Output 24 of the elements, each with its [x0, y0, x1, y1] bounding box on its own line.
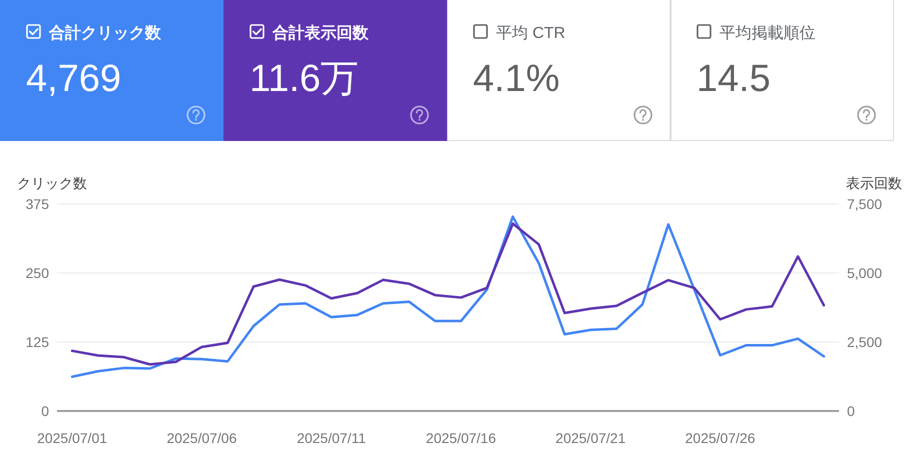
text: 4,769 — [26, 58, 122, 100]
y-tick-label: 0 — [41, 403, 50, 419]
category-label: 平均掲載順位 — [720, 24, 816, 42]
y2-tick-label: 5,000 — [847, 265, 882, 281]
category-label: 合計表示回数 — [272, 24, 370, 42]
y-tick-label: 125 — [26, 334, 50, 350]
y-tick-label: 375 — [26, 196, 50, 212]
x-tick-label: 2025/07/26 — [685, 430, 756, 446]
y2-tick-label: 2,500 — [847, 334, 882, 350]
y2-tick-label: 0 — [847, 403, 855, 419]
y2-tick-label: 7,500 — [847, 196, 882, 212]
category-label: 合計クリック数 — [48, 24, 162, 42]
text: 14.5 — [696, 58, 770, 100]
x-tick-label: 2025/07/11 — [296, 430, 366, 446]
text: 11.6万 — [250, 58, 359, 100]
category-label: 平均 CTR — [496, 25, 566, 42]
y-tick-label: 250 — [26, 265, 50, 281]
x-tick-label: 2025/07/16 — [426, 430, 496, 446]
x-tick-label: 2025/07/01 — [37, 430, 108, 446]
text: 4.1% — [473, 58, 560, 100]
y-axis-title: クリック数 — [17, 175, 87, 191]
y2-axis-title: 表示回数 — [846, 175, 902, 191]
x-tick-label: 2025/07/06 — [166, 430, 237, 446]
x-tick-label: 2025/07/21 — [556, 430, 626, 446]
